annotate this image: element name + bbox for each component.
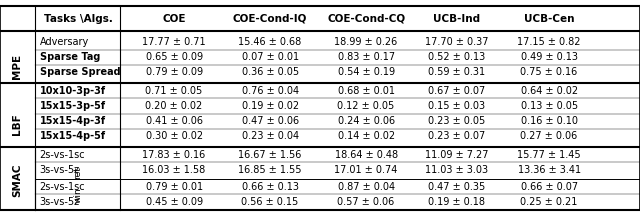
Text: 0.45 ± 0.09: 0.45 ± 0.09 — [145, 197, 203, 207]
Text: 0.59 ± 0.31: 0.59 ± 0.31 — [428, 67, 486, 78]
Text: 2s-vs-1sc: 2s-vs-1sc — [40, 150, 85, 160]
Text: 2s-vs-1sc: 2s-vs-1sc — [40, 182, 85, 192]
Text: 0.23 ± 0.05: 0.23 ± 0.05 — [428, 116, 486, 126]
Text: 0.87 ± 0.04: 0.87 ± 0.04 — [337, 182, 395, 192]
Text: 0.16 ± 0.10: 0.16 ± 0.10 — [520, 116, 578, 126]
Text: LBF: LBF — [12, 114, 22, 135]
Text: 17.83 ± 0.16: 17.83 ± 0.16 — [143, 150, 205, 160]
Text: COE-Cond-IQ: COE-Cond-IQ — [233, 14, 307, 24]
Text: 0.57 ± 0.06: 0.57 ± 0.06 — [337, 197, 395, 207]
Text: 13.36 ± 3.41: 13.36 ± 3.41 — [518, 165, 580, 175]
Text: 0.41 ± 0.06: 0.41 ± 0.06 — [145, 116, 203, 126]
Text: 0.23 ± 0.04: 0.23 ± 0.04 — [241, 131, 299, 141]
Text: 0.30 ± 0.02: 0.30 ± 0.02 — [145, 131, 203, 141]
Text: 0.20 ± 0.02: 0.20 ± 0.02 — [145, 101, 203, 111]
Text: UCB-Cen: UCB-Cen — [524, 14, 574, 24]
Text: 0.79 ± 0.01: 0.79 ± 0.01 — [145, 182, 203, 192]
Text: 0.19 ± 0.18: 0.19 ± 0.18 — [428, 197, 486, 207]
Text: 0.76 ± 0.04: 0.76 ± 0.04 — [241, 86, 299, 96]
Text: 0.66 ± 0.07: 0.66 ± 0.07 — [520, 182, 578, 192]
Text: 11.09 ± 7.27: 11.09 ± 7.27 — [425, 150, 489, 160]
Text: 0.64 ± 0.02: 0.64 ± 0.02 — [520, 86, 578, 96]
Text: 15x15-3p-5f: 15x15-3p-5f — [40, 101, 106, 111]
Text: 18.99 ± 0.26: 18.99 ± 0.26 — [335, 37, 397, 47]
Text: 0.27 ± 0.06: 0.27 ± 0.06 — [520, 131, 578, 141]
Text: 0.71 ± 0.05: 0.71 ± 0.05 — [145, 86, 203, 96]
Text: COE-Cond-CQ: COE-Cond-CQ — [327, 14, 405, 24]
Text: 17.15 ± 0.82: 17.15 ± 0.82 — [517, 37, 581, 47]
Text: Adversary: Adversary — [40, 37, 89, 47]
Text: 0.83 ± 0.17: 0.83 ± 0.17 — [337, 52, 395, 62]
Text: 3s-vs-5z: 3s-vs-5z — [40, 197, 80, 207]
Text: MPE: MPE — [12, 54, 22, 79]
Text: 0.12 ± 0.05: 0.12 ± 0.05 — [337, 101, 395, 111]
Text: 0.47 ± 0.06: 0.47 ± 0.06 — [241, 116, 299, 126]
Text: 15.46 ± 0.68: 15.46 ± 0.68 — [239, 37, 301, 47]
Text: 0.54 ± 0.19: 0.54 ± 0.19 — [337, 67, 395, 78]
Text: 0.67 ± 0.07: 0.67 ± 0.07 — [428, 86, 486, 96]
Text: 11.03 ± 3.03: 11.03 ± 3.03 — [426, 165, 488, 175]
Text: 0.07 ± 0.01: 0.07 ± 0.01 — [241, 52, 299, 62]
Text: 0.36 ± 0.05: 0.36 ± 0.05 — [241, 67, 299, 78]
Text: win: win — [73, 187, 83, 203]
Text: 0.19 ± 0.02: 0.19 ± 0.02 — [241, 101, 299, 111]
Text: 18.64 ± 0.48: 18.64 ± 0.48 — [335, 150, 397, 160]
Text: 0.65 ± 0.09: 0.65 ± 0.09 — [145, 52, 203, 62]
Text: 0.66 ± 0.13: 0.66 ± 0.13 — [241, 182, 299, 192]
Text: 17.01 ± 0.74: 17.01 ± 0.74 — [334, 165, 398, 175]
Text: 0.24 ± 0.06: 0.24 ± 0.06 — [337, 116, 395, 126]
Text: 0.56 ± 0.15: 0.56 ± 0.15 — [241, 197, 299, 207]
Text: 0.14 ± 0.02: 0.14 ± 0.02 — [337, 131, 395, 141]
Text: 16.03 ± 1.58: 16.03 ± 1.58 — [143, 165, 205, 175]
Text: 0.15 ± 0.03: 0.15 ± 0.03 — [428, 101, 486, 111]
Text: 0.47 ± 0.35: 0.47 ± 0.35 — [428, 182, 486, 192]
Text: 15x15-4p-3f: 15x15-4p-3f — [40, 116, 106, 126]
Text: 17.70 ± 0.37: 17.70 ± 0.37 — [425, 37, 489, 47]
Text: 0.68 ± 0.01: 0.68 ± 0.01 — [337, 86, 395, 96]
Text: 3s-vs-5z: 3s-vs-5z — [40, 165, 80, 175]
Text: 16.85 ± 1.55: 16.85 ± 1.55 — [238, 165, 302, 175]
Text: 0.49 ± 0.13: 0.49 ± 0.13 — [520, 52, 578, 62]
Text: 10x10-3p-3f: 10x10-3p-3f — [40, 86, 106, 96]
Text: 15.77 ± 1.45: 15.77 ± 1.45 — [517, 150, 581, 160]
Text: 0.79 ± 0.09: 0.79 ± 0.09 — [145, 67, 203, 78]
Text: SMAC: SMAC — [12, 163, 22, 197]
Text: 0.25 ± 0.21: 0.25 ± 0.21 — [520, 197, 578, 207]
Text: 0.13 ± 0.05: 0.13 ± 0.05 — [520, 101, 578, 111]
Text: Sparse Spread: Sparse Spread — [40, 67, 120, 78]
Text: ret: ret — [73, 166, 83, 179]
Text: COE: COE — [163, 14, 186, 24]
Text: Tasks \Algs.: Tasks \Algs. — [44, 14, 113, 24]
Text: 0.23 ± 0.07: 0.23 ± 0.07 — [428, 131, 486, 141]
Text: Sparse Tag: Sparse Tag — [40, 52, 100, 62]
Text: 0.52 ± 0.13: 0.52 ± 0.13 — [428, 52, 486, 62]
Text: 17.77 ± 0.71: 17.77 ± 0.71 — [142, 37, 206, 47]
Text: UCB-Ind: UCB-Ind — [433, 14, 481, 24]
Text: 16.67 ± 1.56: 16.67 ± 1.56 — [238, 150, 302, 160]
Text: 0.75 ± 0.16: 0.75 ± 0.16 — [520, 67, 578, 78]
Text: 15x15-4p-5f: 15x15-4p-5f — [40, 131, 106, 141]
